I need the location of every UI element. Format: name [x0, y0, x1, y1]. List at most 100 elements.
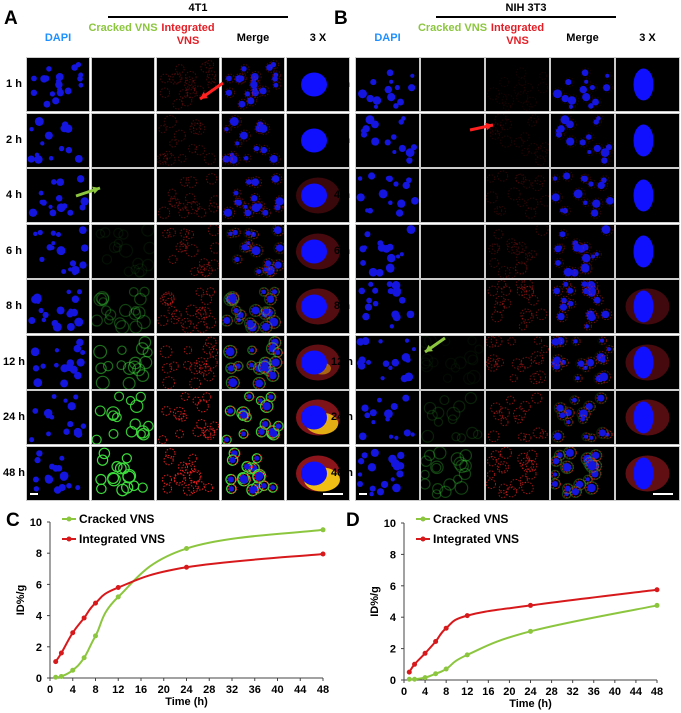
data-point [53, 674, 59, 680]
y-tick-label: 8 [36, 548, 42, 560]
micrograph-merge [221, 279, 285, 334]
row-label: 48 h [330, 466, 353, 479]
data-point [528, 628, 533, 634]
micrograph-cracked-vns [91, 279, 155, 334]
column-header: 3 X [309, 32, 327, 44]
row-label: 12 h [330, 355, 353, 368]
micrograph-dapi [355, 57, 420, 112]
data-point [412, 661, 418, 667]
x-tick-label: 4 [422, 686, 429, 698]
micrograph-integrated-vns [485, 279, 550, 334]
column-header: Integrated VNS [490, 22, 545, 47]
micrograph-cracked-vns [420, 334, 485, 390]
micrograph-integrated-vns [485, 390, 550, 445]
scale-bar [653, 492, 673, 495]
data-point [320, 527, 326, 533]
x-tick-label: 4 [70, 684, 77, 696]
micrograph-zoom-3x [286, 57, 350, 112]
data-point [654, 587, 660, 593]
micrograph-integrated-vns [485, 112, 550, 168]
data-point [422, 650, 428, 656]
data-point [93, 633, 98, 639]
micrograph-integrated-vns [156, 223, 220, 279]
x-tick-label: 44 [630, 686, 643, 698]
legend-label: Cracked VNS [79, 512, 154, 526]
x-tick-label: 20 [158, 684, 170, 696]
x-tick-label: 48 [651, 686, 663, 698]
y-tick-label: 6 [390, 581, 396, 593]
data-point [433, 639, 439, 645]
row-label: 4 h [334, 189, 350, 201]
data-point [53, 659, 59, 665]
legend-label: Integrated VNS [79, 532, 165, 546]
micrograph-dapi [355, 445, 420, 501]
group-title: 4T1 [188, 2, 208, 14]
micrograph-merge [550, 168, 615, 223]
x-tick-label: 16 [482, 686, 494, 698]
micrograph-merge [550, 57, 615, 112]
data-point [422, 675, 428, 681]
data-point [443, 625, 449, 631]
x-tick-label: 48 [317, 684, 329, 696]
micrograph-dapi [26, 334, 90, 390]
column-header: Integrated VNS [161, 22, 215, 47]
micrograph-integrated-vns [156, 390, 220, 445]
micrograph-cracked-vns [91, 168, 155, 223]
micrograph-cracked-vns [420, 112, 485, 168]
x-tick-label: 0 [47, 684, 53, 696]
data-point [93, 600, 98, 606]
micrograph-integrated-vns [485, 168, 550, 223]
micrograph-cracked-vns [420, 279, 485, 334]
micrograph-dapi [26, 57, 90, 112]
data-point [115, 585, 121, 591]
micrograph-dapi [355, 279, 420, 334]
x-tick-label: 0 [401, 686, 407, 698]
column-header: Cracked VNS [417, 22, 488, 34]
micrograph-cracked-vns [91, 223, 155, 279]
y-tick-label: 4 [36, 611, 43, 623]
column-header: Merge [236, 32, 270, 44]
micrograph-zoom-3x [615, 390, 680, 445]
data-point [81, 655, 87, 661]
micrograph-cracked-vns [420, 390, 485, 445]
row-label: 2 h [6, 133, 22, 146]
x-tick-label: 36 [588, 686, 600, 698]
micrograph-merge [550, 223, 615, 279]
y-axis-label: ID%/g [15, 585, 27, 616]
column-header: DAPI [374, 32, 401, 44]
micrograph-dapi [26, 279, 90, 334]
row-label: 1 h [6, 78, 22, 90]
x-tick-label: 24 [524, 686, 537, 698]
micrograph-cracked-vns [91, 390, 155, 445]
legend-label: Cracked VNS [433, 512, 508, 526]
micrograph-dapi [355, 223, 420, 279]
y-tick-label: 2 [36, 642, 42, 654]
row-label: 2 h [334, 133, 350, 146]
y-tick-label: 6 [36, 579, 42, 591]
data-point [58, 673, 64, 679]
row-label: 1 h [334, 78, 350, 90]
micrograph-zoom-3x [615, 168, 680, 223]
x-tick-label: 8 [92, 684, 98, 696]
axes [403, 523, 657, 681]
micrograph-zoom-3x [286, 334, 350, 390]
micrograph-cracked-vns [420, 57, 485, 112]
y-tick-label: 0 [36, 673, 42, 685]
micrograph-cracked-vns [420, 223, 485, 279]
group-bracket [436, 16, 616, 18]
panel-label-A: A [4, 8, 18, 29]
legend-label: Integrated VNS [433, 532, 519, 546]
micrograph-integrated-vns [156, 334, 220, 390]
micrograph-zoom-3x [615, 223, 680, 279]
micrograph-merge [550, 334, 615, 390]
data-point [115, 594, 121, 600]
micrograph-zoom-3x [615, 445, 680, 501]
scale-bar [359, 492, 367, 495]
micrograph-zoom-3x [615, 334, 680, 390]
data-point [443, 666, 449, 672]
x-tick-label: 24 [180, 684, 193, 696]
y-tick-label: 2 [390, 644, 396, 656]
row-label: 48 h [2, 466, 25, 479]
data-point [184, 564, 189, 570]
